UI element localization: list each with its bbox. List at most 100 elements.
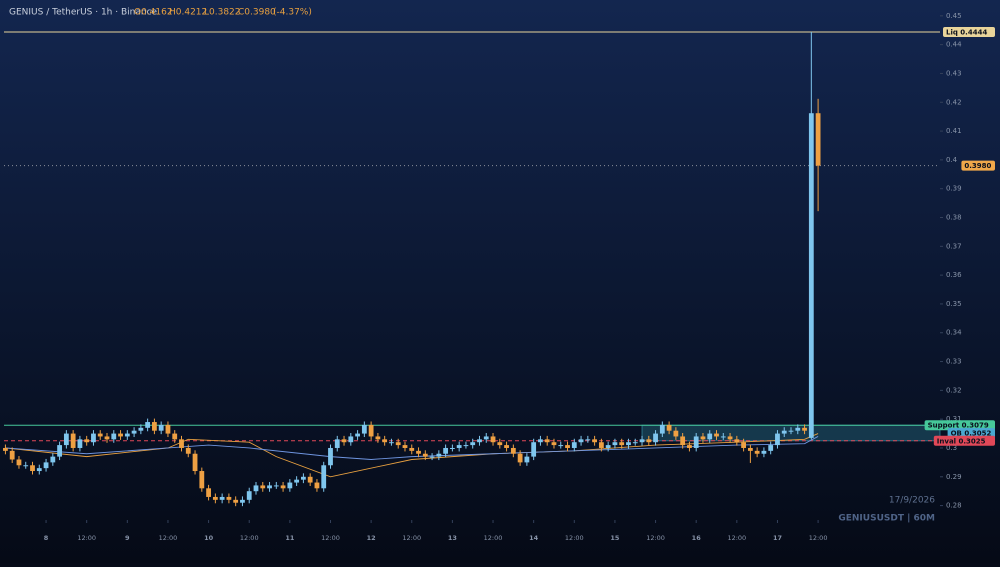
candle-body [226, 496, 232, 500]
watermark-date: 17/9/2026 [889, 496, 935, 506]
candle-body [145, 422, 151, 428]
x-tick-label: 14 [529, 534, 539, 542]
y-tick-label: 0.35 [946, 300, 962, 308]
candle-body [551, 442, 557, 446]
candle-body [422, 453, 428, 457]
candle-body [571, 442, 577, 448]
candle-body [788, 430, 794, 432]
candle-body [16, 459, 22, 466]
x-tick-label: 17 [773, 534, 782, 542]
candle-body [558, 445, 564, 447]
candle-body [775, 433, 780, 446]
candle-body [172, 433, 178, 440]
candle-body [355, 433, 360, 437]
candle-body [815, 113, 821, 166]
candle-body [361, 424, 367, 434]
candle-body [714, 433, 719, 437]
candle-body [124, 433, 130, 437]
candle-body [517, 453, 523, 463]
candle-body [497, 442, 503, 446]
y-tick-label: 0.4 [946, 156, 958, 164]
level-label: Inval 0.3025 [937, 437, 986, 445]
y-tick-label: 0.45 [946, 12, 962, 20]
candle-body [70, 433, 76, 448]
candle-body [544, 439, 550, 443]
x-tick-label: 12:00 [240, 534, 259, 542]
symbol: GENIUS / TetherUS · 1h · Binance [9, 8, 158, 18]
candle-body [395, 442, 401, 446]
x-tick-label: 12:00 [77, 534, 96, 542]
candle-body [673, 430, 679, 437]
candle-body [192, 453, 198, 472]
level-tag [933, 435, 995, 446]
x-tick-label: 12:00 [484, 534, 503, 542]
candle-body [666, 424, 672, 431]
candle-body [57, 445, 62, 457]
candle-body [504, 445, 509, 448]
candle-body [477, 439, 482, 443]
candle-body [483, 436, 489, 440]
candle-body [720, 436, 726, 438]
candle-body [348, 436, 354, 443]
candle-body [490, 436, 496, 443]
candle-body [77, 439, 83, 448]
candle-body [91, 433, 96, 443]
candle-body [9, 450, 15, 460]
y-tick-label: 0.34 [946, 329, 962, 337]
candle-body [612, 442, 618, 446]
candle-body [212, 496, 218, 500]
candle-body [741, 442, 747, 448]
y-tick-label: 0.32 [946, 386, 962, 394]
candle-body [524, 456, 530, 463]
y-tick-label: 0.29 [946, 473, 962, 481]
level-tag [924, 420, 995, 431]
candle-body [273, 485, 279, 487]
y-tick-label: 0.38 [946, 214, 962, 222]
y-tick-label: 0.41 [946, 127, 962, 135]
candle-body [436, 453, 442, 457]
ohlc-open: O0.4162 [134, 8, 173, 18]
candle-body [36, 468, 42, 472]
candle-body [138, 427, 144, 431]
candle-body [50, 456, 56, 463]
candle-body [659, 424, 665, 434]
candle-body [199, 471, 205, 489]
candle-body [429, 456, 435, 458]
y-tick-label: 0.44 [946, 41, 962, 49]
candle-body [307, 476, 313, 483]
candle-body [531, 442, 537, 457]
candle-body [402, 445, 408, 448]
candle-body [43, 462, 49, 469]
candle-body [802, 427, 807, 431]
x-tick-label: 10 [204, 534, 214, 542]
x-tick-label: 11 [285, 534, 295, 542]
y-tick-label: 0.28 [946, 502, 962, 510]
candle-body [301, 476, 306, 480]
candle-body [781, 430, 787, 434]
level-tag [961, 160, 995, 171]
level-label: Liq 0.4444 [946, 28, 987, 36]
candle-body [287, 482, 293, 489]
ohlc-close: C0.3980 [238, 8, 276, 18]
candle-body [219, 496, 225, 500]
candle-body [280, 485, 286, 489]
candle-body [328, 447, 333, 466]
y-tick-label: 0.36 [946, 271, 962, 279]
candle-body [754, 450, 760, 454]
candle-body [585, 439, 591, 441]
candle-body [693, 436, 699, 448]
candle-body [389, 442, 394, 444]
change: (-4.37%) [273, 8, 312, 18]
candle-body [382, 439, 388, 443]
watermark-ticker: GENIUSUSDT | 60M [838, 514, 935, 524]
candle-body [158, 424, 164, 431]
candle-body [233, 499, 239, 503]
x-tick-label: 9 [125, 534, 130, 542]
x-tick-label: 16 [692, 534, 702, 542]
candle-body [707, 433, 713, 440]
candle-body [646, 439, 652, 443]
ohlc-low: L0.3822 [204, 8, 241, 18]
